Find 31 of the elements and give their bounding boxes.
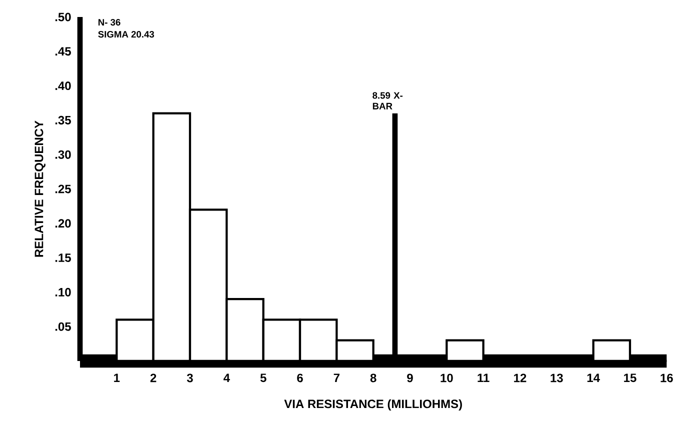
y-tick-label: .40: [55, 82, 71, 90]
ref-line-label: 8.59 X-BAR: [372, 92, 403, 110]
y-tick-label: .25: [55, 184, 71, 194]
x-tick-label: 11: [478, 374, 490, 382]
x-tick-label: 1: [114, 374, 120, 382]
y-tick-label: .05: [55, 322, 71, 331]
x-tick-label: 9: [407, 374, 413, 382]
x-tick-label: 13: [550, 374, 563, 382]
x-tick-label: 12: [514, 374, 526, 382]
y-tick-label: .10: [55, 288, 71, 296]
x-tick-label: 8: [370, 374, 376, 382]
x-tick-label: 7: [334, 374, 340, 382]
y-tick-label: .15: [55, 254, 71, 262]
x-axis-title: VIA RESISTANCE (MILLIOHMS): [284, 399, 462, 411]
y-axis-title: RELATIVE FREQUENCY: [34, 120, 46, 257]
x-tick-label: 16: [660, 374, 673, 382]
y-tick-label: .45: [55, 47, 71, 56]
y-tick-label: .20: [55, 219, 71, 228]
x-tick-label: 10: [440, 374, 453, 382]
x-tick-label: 6: [297, 374, 303, 382]
x-tick-label: 15: [624, 374, 636, 382]
annotation: SIGMA 20.43: [98, 31, 154, 38]
x-tick-label: 4: [224, 374, 230, 382]
y-tick-label: .30: [55, 150, 71, 159]
x-tick-label: 2: [150, 374, 156, 382]
x-tick-label: 3: [186, 374, 193, 382]
y-tick-label: .35: [55, 116, 71, 124]
y-tick-label: .50: [55, 12, 71, 22]
annotation: N- 36: [98, 19, 120, 26]
x-tick-label: 14: [587, 374, 600, 382]
x-tick-label: 5: [260, 374, 266, 382]
